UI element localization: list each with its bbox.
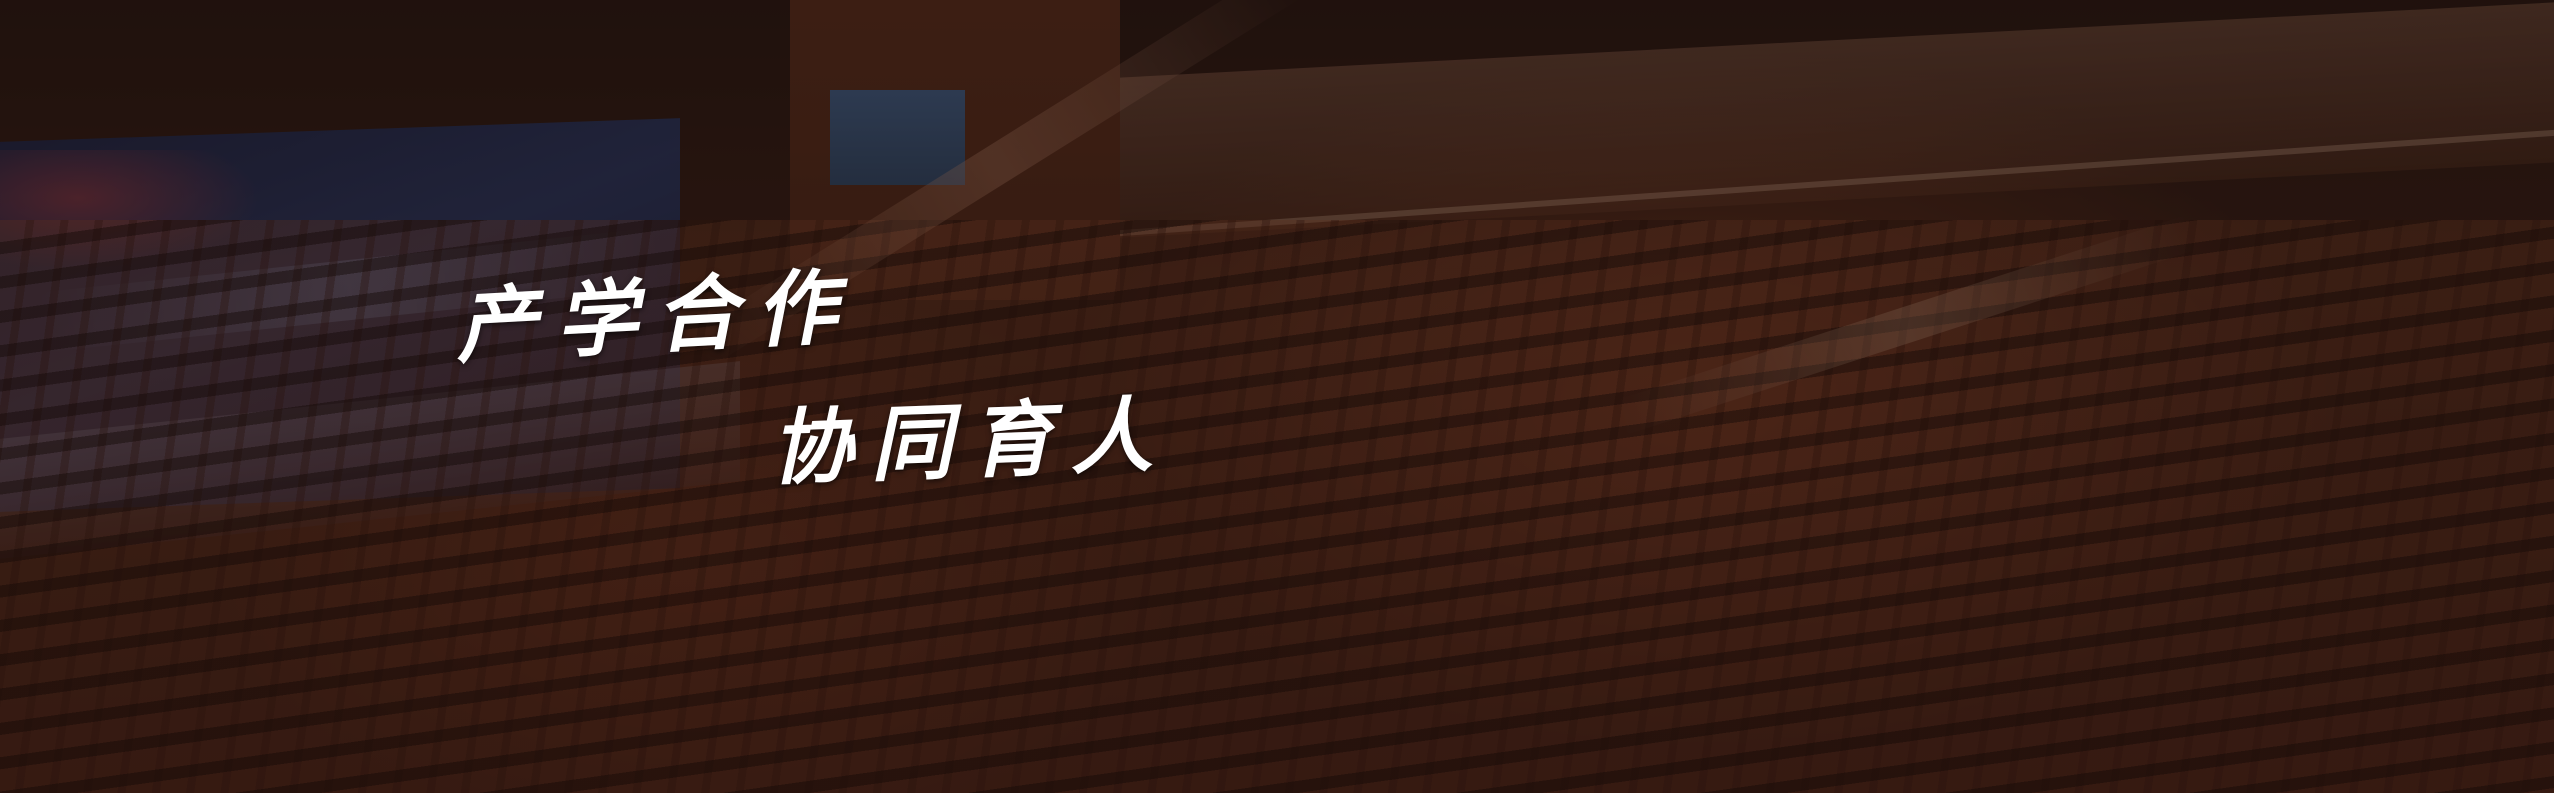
slogan-line-2: 协同育人 xyxy=(768,387,1172,497)
audience-seating xyxy=(0,220,2554,793)
slogan-line-1: 产学合作 xyxy=(453,258,858,376)
wall-monitor xyxy=(830,90,965,185)
